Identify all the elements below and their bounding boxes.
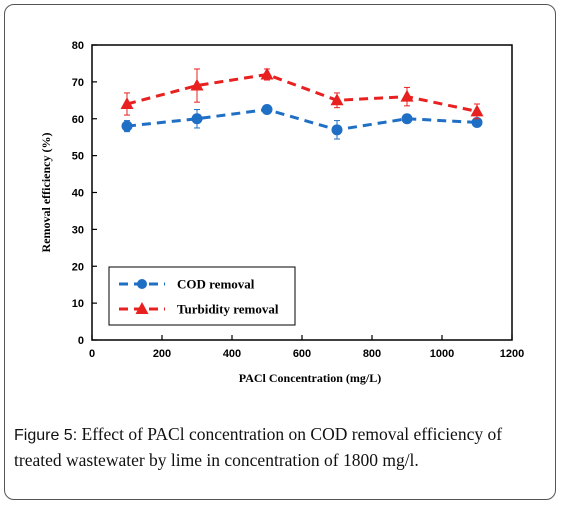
turbidity-point [330,93,344,106]
y-tick-label: 70 [72,77,84,89]
y-axis-title: Removal efficiency (%) [39,133,53,253]
cod-point [261,104,273,116]
legend-cod-marker [137,279,147,289]
x-tick-label: 600 [293,348,311,360]
cod-point [191,113,203,125]
caption-text: Effect of PACl concentration on COD remo… [14,424,503,470]
cod-point [121,120,133,132]
turbidity-point [470,104,484,117]
x-tick-label: 800 [363,348,381,360]
turbidity-point [400,89,414,102]
turbidity-point [260,67,274,80]
y-tick-label: 0 [78,335,84,347]
x-axis-title: PACl Concentration (mg/L) [239,371,381,385]
figure-frame [4,4,556,500]
cod-point [471,116,483,128]
x-tick-label: 0 [89,348,95,360]
y-tick-label: 50 [72,151,84,163]
x-tick-label: 400 [223,348,241,360]
x-tick-label: 1200 [500,348,524,360]
x-tick-label: 200 [153,348,171,360]
cod-point [401,113,413,125]
y-tick-label: 30 [72,224,84,236]
x-tick-label: 1000 [430,348,454,360]
legend-cod-label: COD removal [177,277,255,292]
legend-box [108,266,296,326]
y-tick-label: 60 [72,114,84,126]
y-tick-label: 20 [72,261,84,273]
y-tick-label: 10 [72,298,84,310]
turbidity-point [120,97,134,109]
legend-turbidity-marker [135,302,149,314]
y-tick-label: 40 [72,188,84,200]
cod-point [331,124,343,136]
y-tick-label: 80 [72,40,84,52]
legend-turbidity-label: Turbidity removal [177,302,279,317]
figure-caption: Figure 5: Effect of PACl concentration o… [14,422,550,473]
turbidity-point [190,78,204,91]
caption-label: Figure 5: [14,427,78,444]
cod-series-line [126,108,478,132]
turbidity-series-line [126,72,478,113]
